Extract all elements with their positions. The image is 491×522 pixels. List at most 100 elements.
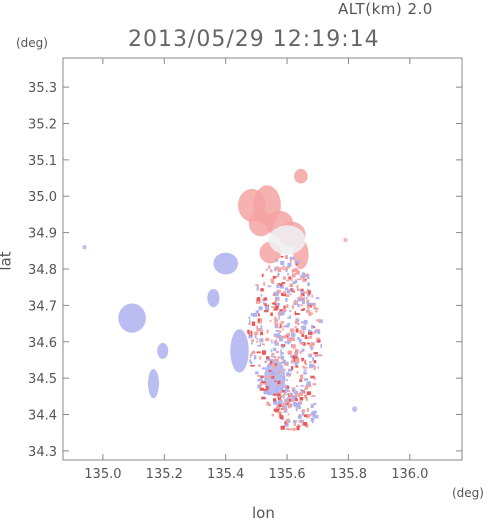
echo-speckle (283, 407, 286, 412)
echo-speckle (296, 284, 299, 290)
echo-speckle (277, 380, 281, 385)
echo-speckle (303, 414, 308, 418)
echo-speckle (291, 387, 296, 390)
echo-speckle (250, 352, 253, 356)
echo-speckle (307, 275, 310, 280)
echo-speckle (299, 379, 302, 382)
echo-speckle (317, 330, 321, 334)
echo-speckle (313, 330, 316, 335)
echo-speckle (274, 380, 277, 382)
echo-patch-negative (148, 369, 159, 399)
echo-speckle (280, 349, 282, 354)
echo-speckle (294, 352, 298, 356)
echo-speckle (267, 391, 271, 395)
echo-speckle (300, 321, 305, 324)
echo-speckle (307, 288, 309, 292)
echo-speckle (275, 405, 280, 409)
echo-speckle (286, 385, 290, 389)
echo-speckle (313, 352, 318, 355)
echo-speckle (258, 364, 261, 367)
echo-speckle (295, 398, 298, 401)
echo-speckle (270, 278, 275, 283)
x-axis-ticks: 135.0 135.2 135.4 135.6 135.8 136.0 (84, 58, 428, 482)
echo-speckle (302, 278, 306, 283)
echo-speckle (310, 342, 315, 347)
echo-speckle (264, 310, 269, 313)
echo-speckle (293, 390, 298, 394)
echo-speckle (310, 404, 314, 408)
echo-speckle (291, 290, 295, 293)
echo-speckle (297, 288, 300, 292)
echo-speckle (282, 328, 284, 331)
echo-speckle (314, 307, 319, 310)
echo-speckle (291, 273, 296, 278)
echo-speckle (301, 348, 305, 352)
echo-speckle (260, 325, 263, 330)
echo-speckle (259, 387, 264, 391)
echo-speckle (268, 370, 272, 372)
echo-speckle (280, 311, 285, 316)
echo-speckle (280, 365, 283, 368)
echo-speckle (307, 282, 310, 287)
data-marks (82, 168, 358, 431)
echo-speckle (280, 344, 286, 347)
echo-speckle (259, 382, 262, 387)
echo-speckle (298, 419, 303, 423)
echo-speckle (287, 420, 291, 423)
echo-speckle (285, 324, 289, 328)
echo-speckle (274, 266, 277, 272)
echo-speckle (295, 365, 299, 368)
echo-speckle (265, 376, 268, 380)
echo-speckle (266, 329, 269, 334)
echo-speckle (316, 337, 321, 341)
echo-speckle (274, 300, 277, 304)
echo-speckle (283, 334, 287, 339)
echo-speckle (285, 420, 288, 424)
echo-speckle (282, 276, 286, 280)
echo-speckle (287, 337, 291, 342)
echo-speckle (309, 335, 313, 339)
echo-speckle (295, 407, 298, 412)
y-tick-label: 34.9 (28, 227, 57, 242)
echo-speckle (263, 390, 268, 395)
echo-speckle (298, 296, 303, 299)
echo-speckle (312, 383, 317, 386)
echo-speckle (307, 415, 311, 418)
echo-speckle (278, 391, 283, 394)
echo-speckle (275, 372, 279, 375)
y-axis-ticks: 34.3 34.4 34.5 34.6 34.7 34.8 34.9 35.0 35.1 35.2… (28, 81, 462, 460)
echo-speckle (304, 378, 309, 381)
x-tick-label: 135.4 (207, 467, 244, 482)
echo-speckle (281, 345, 284, 349)
echo-speckle (297, 304, 300, 308)
echo-speckle (274, 363, 277, 367)
echo-speckle (318, 319, 323, 323)
echo-speckle (260, 331, 264, 336)
echo-speckle (300, 292, 304, 294)
echo-speckle (255, 299, 261, 304)
echo-speckle (277, 356, 282, 359)
echo-speckle (261, 367, 266, 370)
echo-speckle (311, 412, 315, 415)
echo-speckle (271, 306, 276, 308)
echo-speckle (301, 334, 304, 337)
echo-speckle (312, 357, 315, 362)
echo-speckle (300, 289, 305, 293)
echo-speckle (300, 288, 304, 291)
echo-speckle (297, 278, 302, 281)
echo-speckle (259, 378, 263, 382)
echo-speckle (294, 326, 297, 328)
echo-speckle (287, 273, 289, 276)
x-tick-label: 135.8 (330, 467, 367, 482)
echo-speckle (305, 363, 308, 366)
echo-speckle (256, 325, 259, 329)
echo-speckle (306, 305, 311, 309)
echo-speckle (308, 353, 311, 356)
echo-speckle (293, 302, 297, 306)
echo-speckle (287, 333, 290, 337)
echo-speckle (263, 282, 266, 286)
echo-speckle (299, 343, 304, 345)
echo-speckle (306, 302, 311, 305)
echo-speckle (259, 338, 261, 343)
echo-speckle (309, 302, 315, 305)
